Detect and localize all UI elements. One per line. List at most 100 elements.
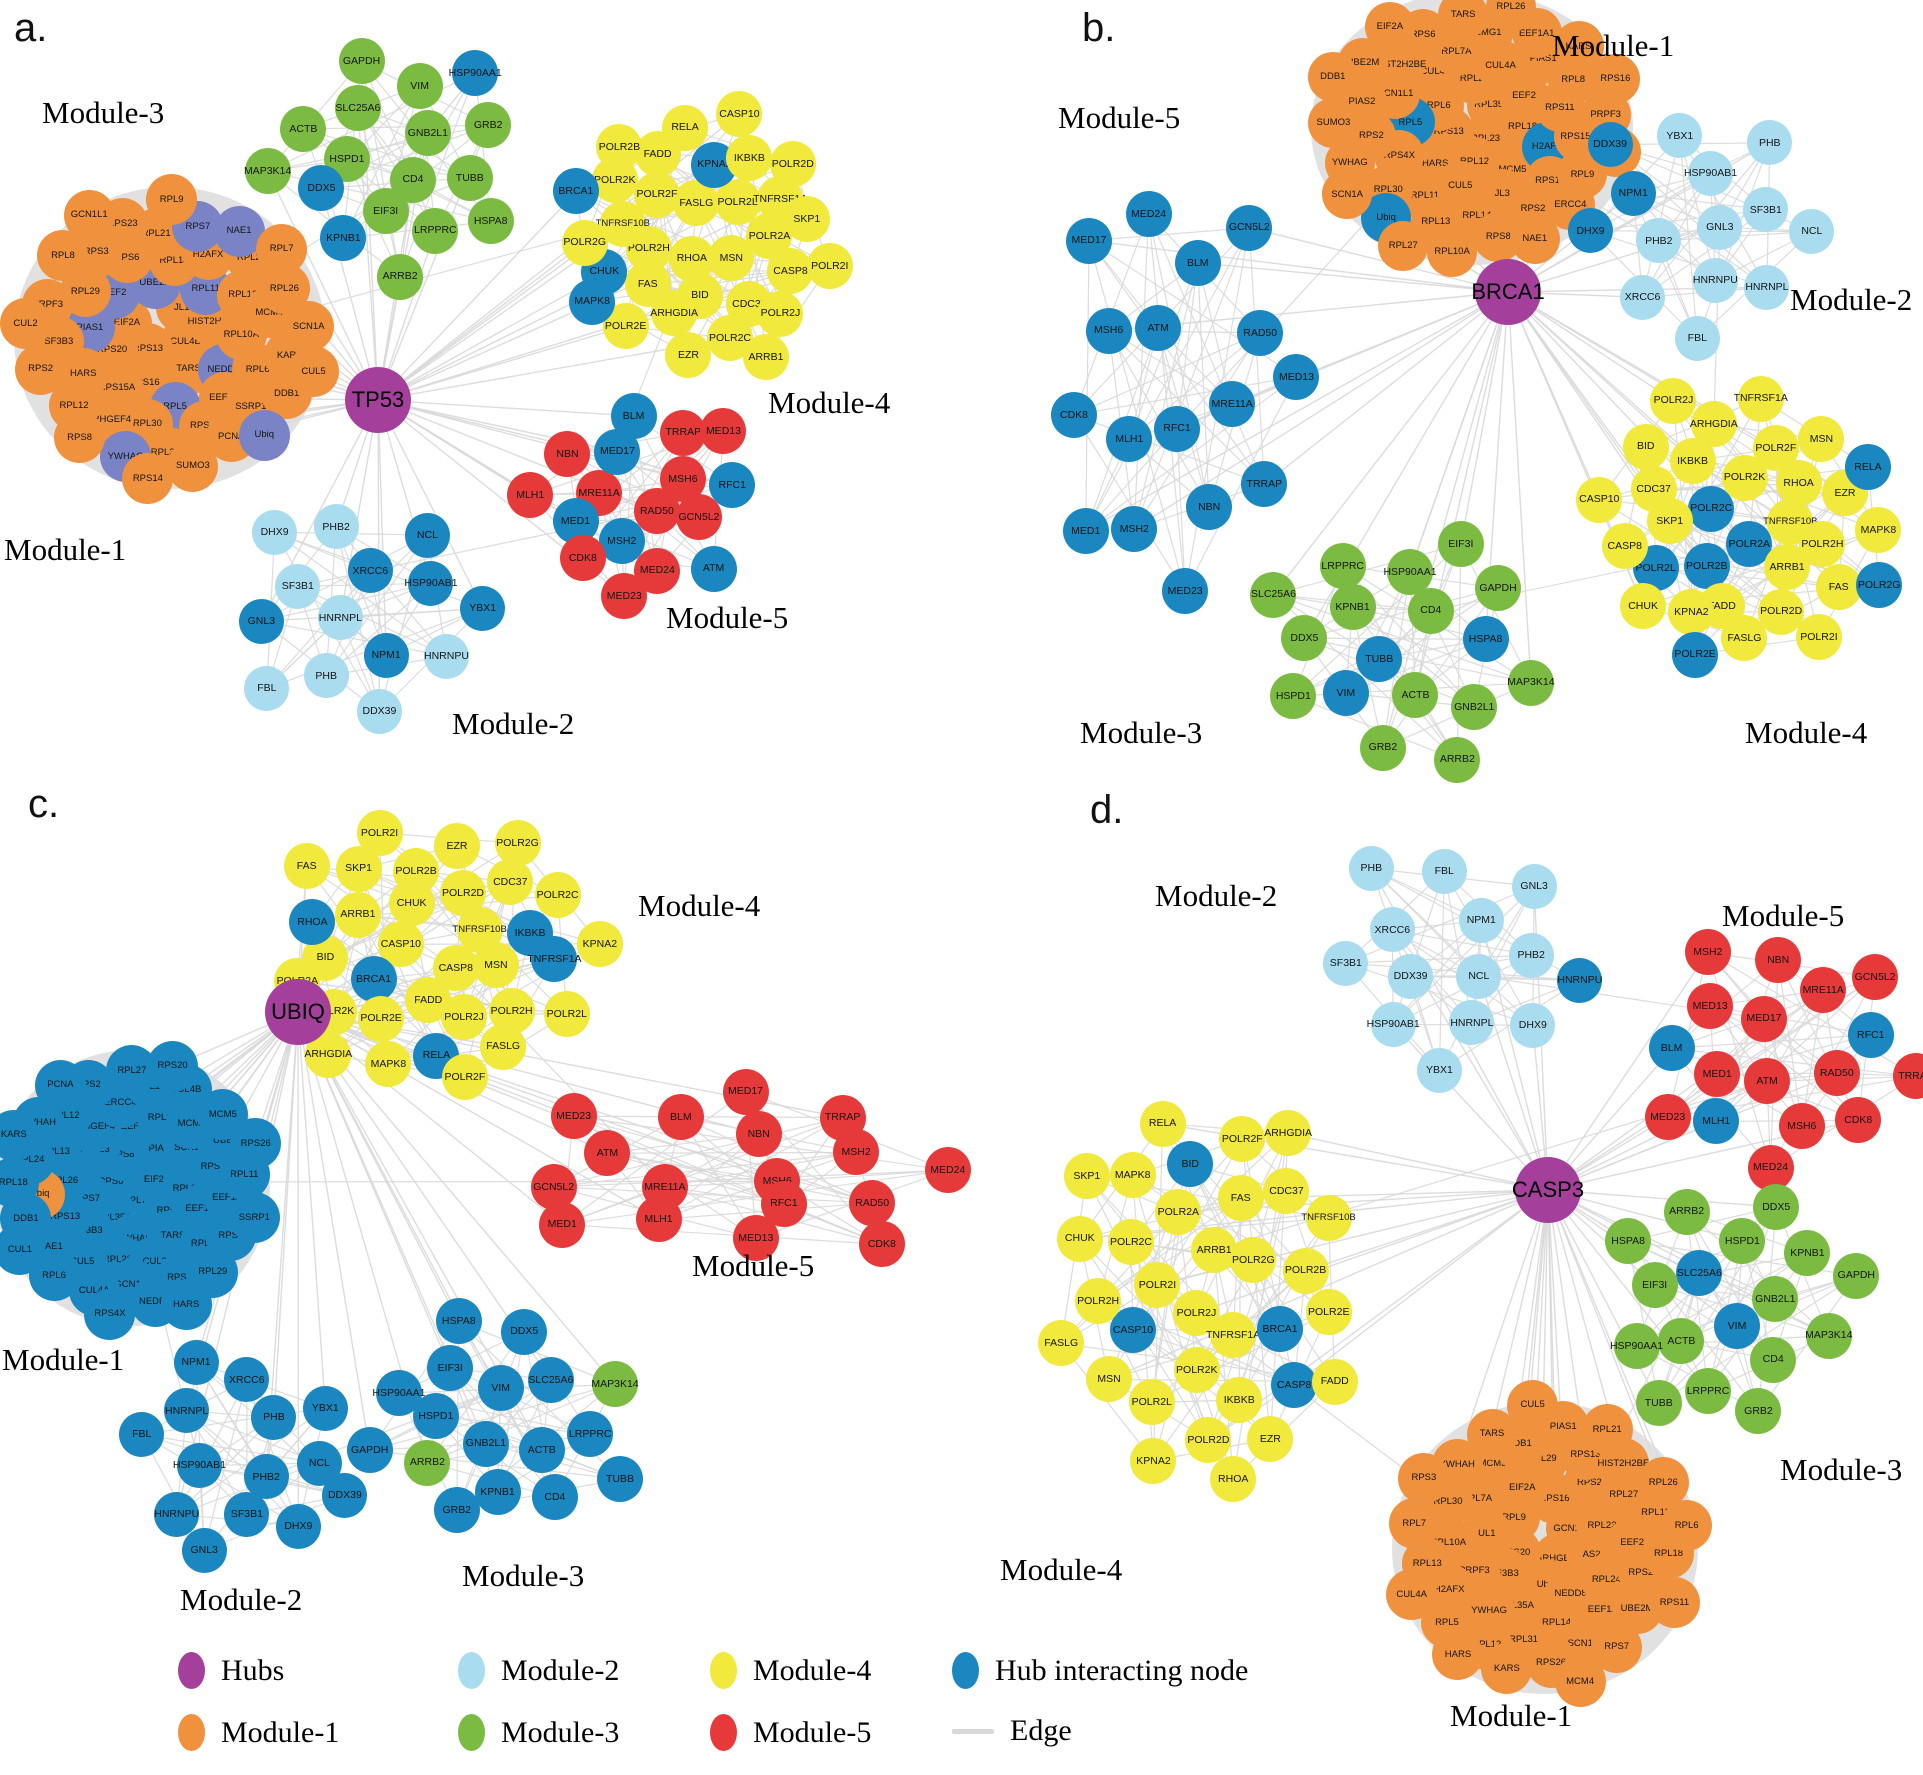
node-gnl3[interactable]: GNL3 (1511, 864, 1557, 910)
node-grb2[interactable]: GRB2 (465, 102, 512, 149)
node-polr2f[interactable]: POLR2F (1752, 425, 1799, 472)
node-gapdh[interactable]: GAPDH (346, 1427, 393, 1474)
node-casp10[interactable]: CASP10 (716, 91, 763, 138)
node-gcn5l2[interactable]: GCN5L2 (1852, 954, 1899, 1001)
node-tubb[interactable]: TUBB (1635, 1380, 1682, 1427)
node-polr2j[interactable]: POLR2J (1650, 377, 1697, 424)
node-mlh1[interactable]: MLH1 (1693, 1098, 1740, 1145)
node-trrap[interactable]: TRRAP (819, 1094, 866, 1141)
node-kpnb1[interactable]: KPNB1 (1784, 1230, 1831, 1277)
node-hsp90aa1[interactable]: HSP90AA1 (1610, 1323, 1663, 1370)
node-polr2a[interactable]: POLR2A (1155, 1188, 1202, 1235)
node-dhx9[interactable]: DHX9 (1510, 1002, 1556, 1048)
node-rfc1[interactable]: RFC1 (709, 462, 756, 509)
node-msh6[interactable]: MSH6 (1085, 307, 1132, 354)
node-kpna2[interactable]: KPNA2 (1668, 589, 1715, 636)
node-trrap[interactable]: TRRAP (660, 409, 707, 456)
node-ezr[interactable]: EZR (665, 331, 712, 378)
node-atm[interactable]: ATM (690, 545, 737, 592)
node-rps4x[interactable]: RPS4X (84, 1288, 136, 1340)
node-faslg[interactable]: FASLG (480, 1023, 527, 1070)
node-ezr[interactable]: EZR (1247, 1415, 1294, 1462)
node-casp10[interactable]: CASP10 (1576, 476, 1623, 523)
node-mapk8[interactable]: MAPK8 (1109, 1152, 1156, 1199)
node-nae1[interactable]: NAE1 (213, 205, 265, 257)
node-ddx5[interactable]: DDX5 (1753, 1183, 1800, 1230)
node-kpnb1[interactable]: KPNB1 (474, 1468, 521, 1515)
node-sf3b1[interactable]: SF3B1 (275, 563, 321, 609)
node-rpl26[interactable]: RPL26 (1637, 1457, 1689, 1509)
node-ddx39[interactable]: DDX39 (1587, 122, 1633, 168)
node-polr2d[interactable]: POLR2D (1758, 588, 1805, 635)
node-polr2i[interactable]: POLR2I (806, 243, 853, 290)
node-xrcc6[interactable]: XRCC6 (1620, 274, 1666, 320)
node-rpl7[interactable]: RPL7 (1388, 1497, 1440, 1549)
hub-brca1[interactable]: BRCA1 (1471, 259, 1545, 325)
node-map3k14[interactable]: MAP3K14 (591, 1361, 639, 1408)
node-gnl3[interactable]: GNL3 (238, 598, 284, 644)
node-cdc37[interactable]: CDC37 (1630, 466, 1677, 513)
node-grb2[interactable]: GRB2 (433, 1487, 480, 1534)
node-med23[interactable]: MED23 (601, 573, 648, 620)
node-hspa8[interactable]: HSPA8 (467, 198, 514, 245)
node-ncl[interactable]: NCL (1789, 209, 1835, 255)
node-eif3i[interactable]: EIF3I (427, 1345, 474, 1392)
node-rpl9[interactable]: RPL9 (146, 174, 198, 226)
node-rpl27[interactable]: RPL27 (1378, 220, 1429, 271)
node-eif2a[interactable]: EIF2A (1364, 1, 1415, 52)
node-hspd1[interactable]: HSPD1 (1270, 673, 1317, 720)
node-polr2f[interactable]: POLR2F (1219, 1116, 1266, 1163)
node-sf3b1[interactable]: SF3B1 (224, 1491, 270, 1537)
node-fbl[interactable]: FBL (1421, 849, 1467, 895)
node-med24[interactable]: MED24 (924, 1147, 971, 1194)
node-grb2[interactable]: GRB2 (1735, 1388, 1782, 1435)
node-gapdh[interactable]: GAPDH (338, 38, 385, 85)
node-polr2c[interactable]: POLR2C (534, 871, 581, 918)
node-polr2k[interactable]: POLR2K (1173, 1347, 1220, 1394)
node-polr2g[interactable]: POLR2G (494, 820, 541, 867)
node-mre11a[interactable]: MRE11A (1800, 967, 1847, 1014)
node-slc25a6[interactable]: SLC25A6 (1676, 1250, 1723, 1297)
node-rela[interactable]: RELA (1844, 443, 1891, 490)
node-ikbkb[interactable]: IKBKB (1216, 1376, 1263, 1423)
node-rad50[interactable]: RAD50 (849, 1179, 896, 1226)
node-hnrnpl[interactable]: HNRNPL (164, 1388, 210, 1434)
node-cul4a[interactable]: CUL4A (1386, 1569, 1438, 1621)
node-rpl10a[interactable]: RPL10A (1427, 226, 1478, 277)
node-lrpprc[interactable]: LRPPRC (567, 1411, 614, 1458)
node-med13[interactable]: MED13 (732, 1215, 779, 1262)
node-med1[interactable]: MED1 (1062, 508, 1109, 555)
node-hnrnpu[interactable]: HNRNPU (1692, 258, 1738, 304)
node-casp8[interactable]: CASP8 (767, 247, 814, 294)
node-polr2l[interactable]: POLR2L (1128, 1379, 1175, 1426)
node-atm[interactable]: ATM (1135, 305, 1182, 352)
node-lrpprc[interactable]: LRPPRC (1319, 542, 1366, 589)
node-hnrnpl[interactable]: HNRNPL (1449, 1000, 1495, 1046)
node-cdk8[interactable]: CDK8 (559, 534, 606, 581)
node-phb[interactable]: PHB (303, 653, 349, 699)
node-rpl21[interactable]: RPL21 (1581, 1404, 1633, 1456)
node-arrb2[interactable]: ARRB2 (377, 253, 424, 300)
node-brca1[interactable]: BRCA1 (350, 956, 397, 1003)
node-faslg[interactable]: FASLG (1721, 614, 1768, 661)
node-tnfrsf10b[interactable]: TNFRSF10B (1301, 1195, 1356, 1242)
node-msn[interactable]: MSN (472, 942, 519, 989)
node-rps16[interactable]: RPS16 (1590, 53, 1641, 104)
node-hsp90aa1[interactable]: HSP90AA1 (1383, 548, 1437, 595)
node-fas[interactable]: FAS (1217, 1175, 1264, 1222)
node-med23[interactable]: MED23 (1162, 568, 1209, 615)
node-hsp90ab1[interactable]: HSP90AB1 (404, 560, 458, 606)
node-slc25a6[interactable]: SLC25A6 (527, 1356, 574, 1403)
node-tnfrsf1a[interactable]: TNFRSF1A (1734, 375, 1788, 422)
node-chuk[interactable]: CHUK (1056, 1215, 1103, 1262)
node-dhx9[interactable]: DHX9 (275, 1503, 321, 1549)
node-arhgdia[interactable]: ARHGDIA (1264, 1110, 1312, 1157)
node-rps20[interactable]: RPS20 (147, 1040, 199, 1092)
node-npm1[interactable]: NPM1 (173, 1339, 219, 1385)
node-cdk8[interactable]: CDK8 (858, 1221, 905, 1268)
node-gcn5l2[interactable]: GCN5L2 (675, 493, 722, 540)
node-rps11[interactable]: RPS11 (1648, 1577, 1700, 1629)
node-cdc37[interactable]: CDC37 (1263, 1167, 1310, 1214)
node-cdc37[interactable]: CDC37 (487, 858, 534, 905)
node-polr2g[interactable]: POLR2G (1230, 1236, 1277, 1283)
